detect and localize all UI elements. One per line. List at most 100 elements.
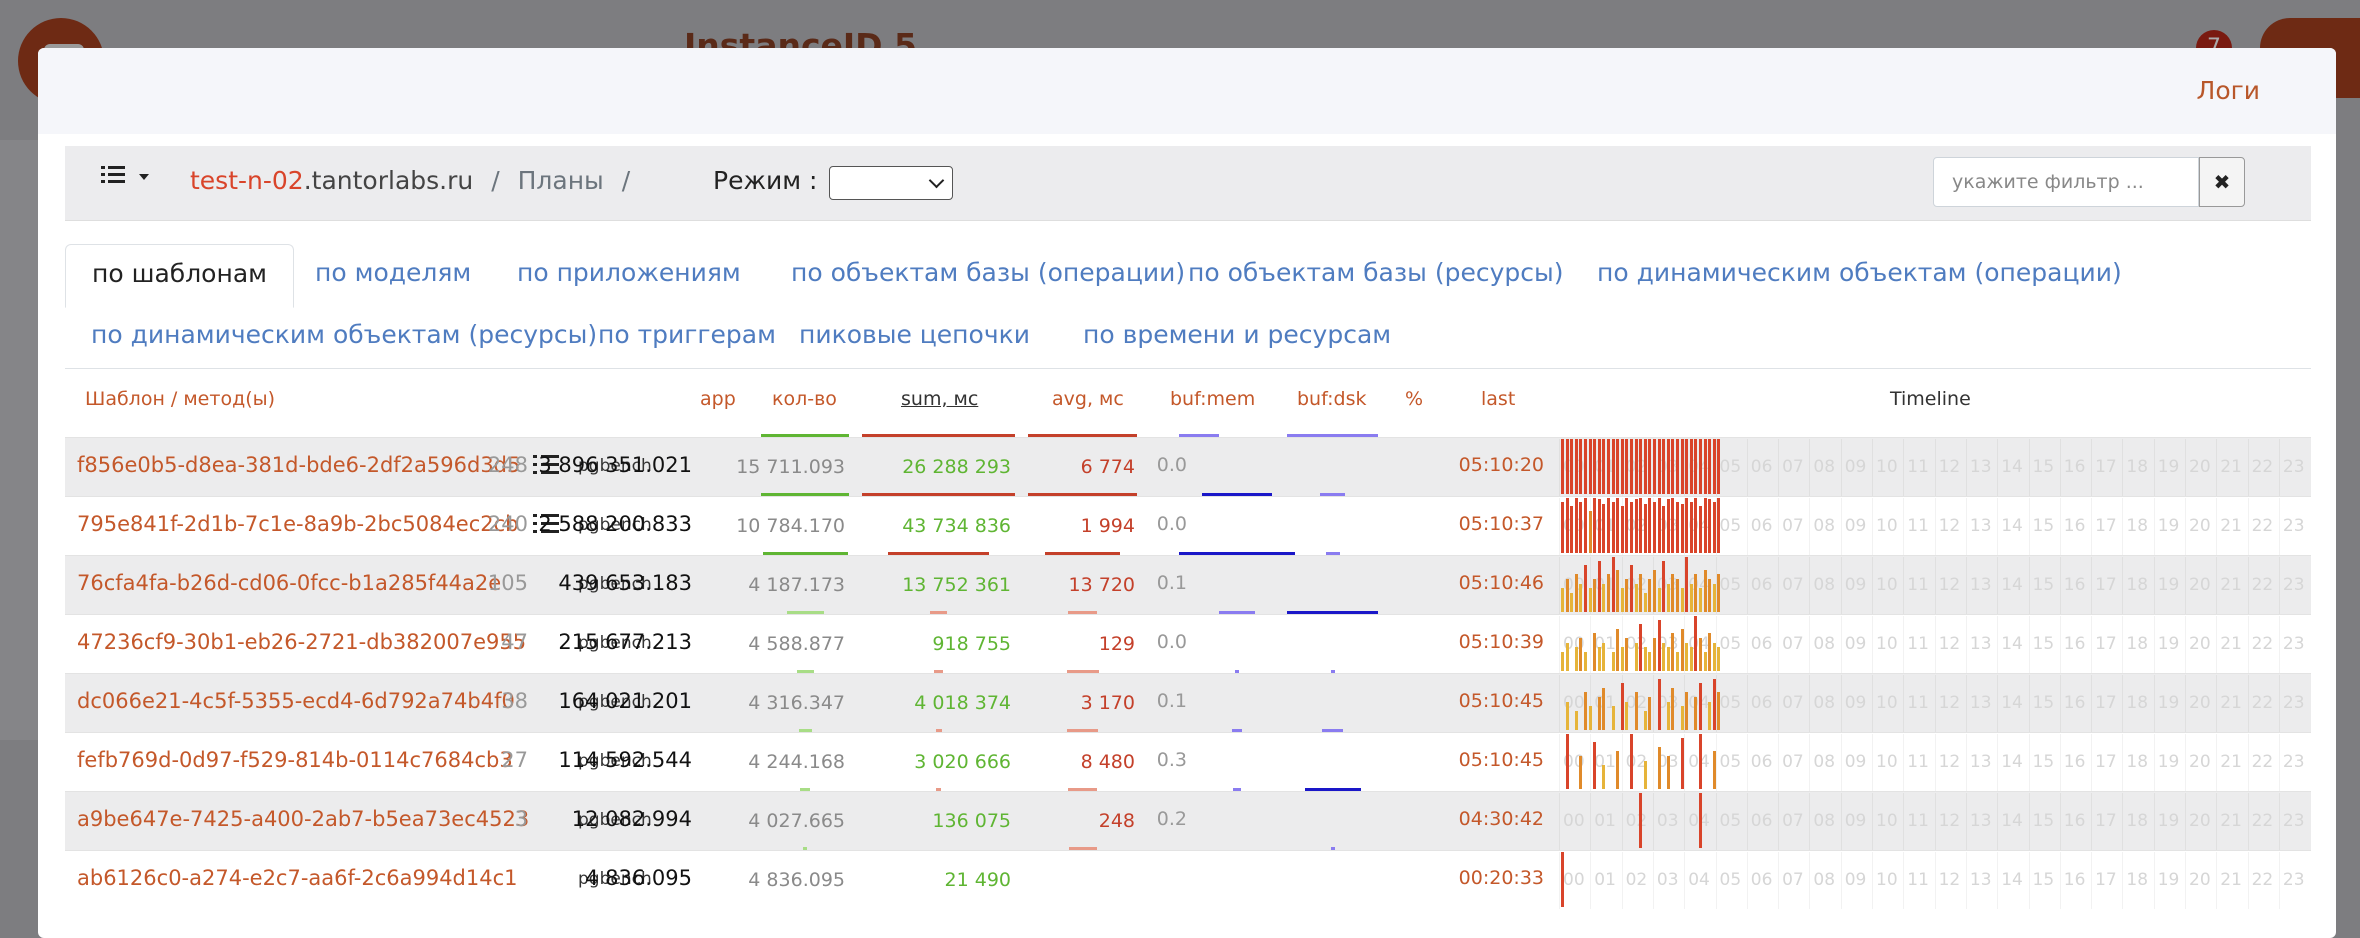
column-header-app[interactable]: app: [700, 388, 736, 410]
tab-triggers[interactable]: по триггерам: [598, 320, 776, 349]
timeline-activity-bar: [1685, 557, 1689, 612]
timeline-separator: [1559, 557, 1560, 614]
timeline-separator: [2059, 793, 2061, 850]
timeline-separator: [2059, 498, 2061, 555]
tab-templates[interactable]: по шаблонам: [65, 244, 294, 308]
timeline-separator: [1840, 616, 1842, 673]
avg-level-bar: [1045, 552, 1120, 556]
timeline-separator: [2122, 852, 2124, 909]
tab-dynamic-objects-operations[interactable]: по динамическим объектам (операции): [1597, 258, 2122, 287]
timeline-separator: [1934, 734, 1936, 791]
column-header-sum[interactable]: sum, мс: [901, 388, 979, 410]
template-link[interactable]: ab6126c0-a274-e2c7-aa6f-2c6a994d14c1: [77, 866, 518, 890]
timeline-activity-bar: [1666, 756, 1670, 789]
timeline-hour-label: 01: [1594, 811, 1616, 831]
timeline-activity-bar: [1634, 692, 1638, 730]
timeline-hour-label: 19: [2157, 811, 2180, 831]
breadcrumb-section[interactable]: Планы: [517, 166, 604, 195]
methods-list-icon[interactable]: [533, 455, 559, 477]
mode-select[interactable]: [829, 166, 953, 200]
tab-peak-chains[interactable]: пиковые цепочки: [799, 320, 1030, 349]
tab-time-resources[interactable]: по времени и ресурсам: [1083, 320, 1392, 349]
timeline-separator: [2059, 734, 2061, 791]
sum-cell: 164 021.201: [558, 689, 692, 713]
timeline-activity-bar: [1588, 588, 1592, 612]
sum-level-bar: [862, 493, 1015, 497]
timeline-separator: [1840, 675, 1842, 732]
template-link[interactable]: 795e841f-2d1b-7c1e-8a9b-2bc5084ec2cb: [77, 512, 519, 536]
timeline-activity-bar: [1593, 633, 1597, 671]
timeline-activity-bar: [1671, 439, 1675, 494]
tab-models[interactable]: по моделям: [315, 258, 472, 287]
timeline-hour-label: 08: [1813, 811, 1836, 831]
timeline-hour-label: 16: [2063, 752, 2086, 772]
timeline-hour-label: 19: [2157, 693, 2180, 713]
template-link[interactable]: 47236cf9-30b1-eb26-2721-db382007e955: [77, 630, 527, 654]
timeline-separator: [1590, 793, 1592, 850]
timeline-separator: [2185, 498, 2186, 555]
timeline-separator: [1684, 852, 1686, 909]
timeline-activity-bar: [1653, 638, 1656, 671]
timeline-activity-bar: [1712, 584, 1716, 612]
avg-level-bar: [1067, 729, 1098, 733]
column-header-percent[interactable]: %: [1405, 388, 1424, 410]
timeline-activity-bar: [1602, 765, 1606, 789]
timeline-activity-bar: [1630, 565, 1633, 612]
tab-dynamic-objects-resources[interactable]: по динамическим объектам (ресурсы): [91, 320, 598, 349]
filter-clear-button[interactable]: ✖: [2199, 157, 2245, 207]
percent-cell: 0.1: [1156, 572, 1187, 594]
timeline-hour-label: 17: [2095, 634, 2117, 654]
timeline-activity-bar: [1712, 751, 1716, 789]
breadcrumb-host-prefix[interactable]: test-n-02: [190, 166, 304, 195]
column-header-count[interactable]: кол-во: [772, 388, 837, 410]
toolbar: test-n-02.tantorlabs.ru / Планы / Режим …: [65, 146, 2311, 221]
bufdsk-cell: 6 774: [1080, 456, 1135, 478]
template-link[interactable]: 76cfa4fa-b26d-cd06-0fcc-b1a285f44a2e: [77, 571, 502, 595]
column-header-avg[interactable]: avg, мс: [1052, 388, 1124, 410]
timeline-activity-bar: [1611, 706, 1615, 730]
methods-list-icon[interactable]: [533, 514, 559, 536]
template-link[interactable]: dc066e21-4c5f-5355-ecd4-6d792a74b4f0: [77, 689, 515, 713]
menu-dropdown-button[interactable]: [101, 162, 155, 196]
timeline-separator: [2247, 439, 2249, 496]
sum-cell: 215 677.213: [558, 630, 692, 654]
column-header-last[interactable]: last: [1481, 388, 1516, 410]
column-header-bufmem[interactable]: buf:mem: [1170, 388, 1256, 410]
timeline-activity-bar: [1616, 751, 1620, 789]
timeline-hour-label: 22: [2251, 811, 2274, 831]
timeline-hour-label: 18: [2126, 634, 2149, 654]
timeline-hour-label: 13: [1969, 870, 1992, 890]
tab-db-objects-resources[interactable]: по объектам базы (ресурсы): [1188, 258, 1564, 287]
timeline-activity-bar: [1662, 561, 1666, 612]
column-header-bufdsk[interactable]: buf:dsk: [1297, 388, 1367, 410]
timeline-hour-label: 16: [2063, 634, 2086, 654]
timeline-separator: [1652, 675, 1654, 732]
template-link[interactable]: f856e0b5-d8ea-381d-bde6-2df2a596d3d5: [77, 453, 521, 477]
breadcrumb-host-suffix[interactable]: .tantorlabs.ru: [303, 166, 474, 195]
bufmem-cell: 21 490: [944, 869, 1011, 891]
timeline-hour-label: 21: [2220, 693, 2242, 713]
timeline-activity-bar: [1676, 579, 1679, 612]
timeline-activity-bar: [1676, 652, 1679, 671]
filter-input[interactable]: [1933, 157, 2199, 207]
timeline-hour-label: 09: [1844, 752, 1867, 772]
timeline-activity-bar: [1680, 629, 1684, 671]
template-link[interactable]: fefb769d-0d97-f529-814b-0114c7684cb3: [77, 748, 513, 772]
timeline-activity-bar: [1611, 439, 1615, 494]
timeline-activity-bar: [1708, 633, 1712, 671]
timeline-activity-bar: [1657, 439, 1661, 494]
timeline-hour-label: 16: [2063, 457, 2086, 477]
bufdsk-level-bar: [1305, 788, 1361, 792]
timeline-separator: [1559, 734, 1560, 791]
timeline-separator: [1809, 557, 1811, 614]
tab-applications[interactable]: по приложениям: [517, 258, 741, 287]
timeline-separator: [2185, 852, 2186, 909]
logs-link[interactable]: Логи: [2196, 76, 2260, 105]
timeline-hour-label: 14: [2001, 870, 2023, 890]
timeline-separator: [2028, 793, 2030, 850]
column-header-template[interactable]: Шаблон / метод(ы): [85, 388, 276, 410]
template-link[interactable]: a9be647e-7425-a400-2ab7-b5ea73ec4523: [77, 807, 530, 831]
timeline-activity-bar: [1712, 502, 1716, 553]
tab-db-objects-operations[interactable]: по объектам базы (операции): [791, 258, 1186, 287]
timeline-hour-label: 11: [1907, 516, 1929, 536]
